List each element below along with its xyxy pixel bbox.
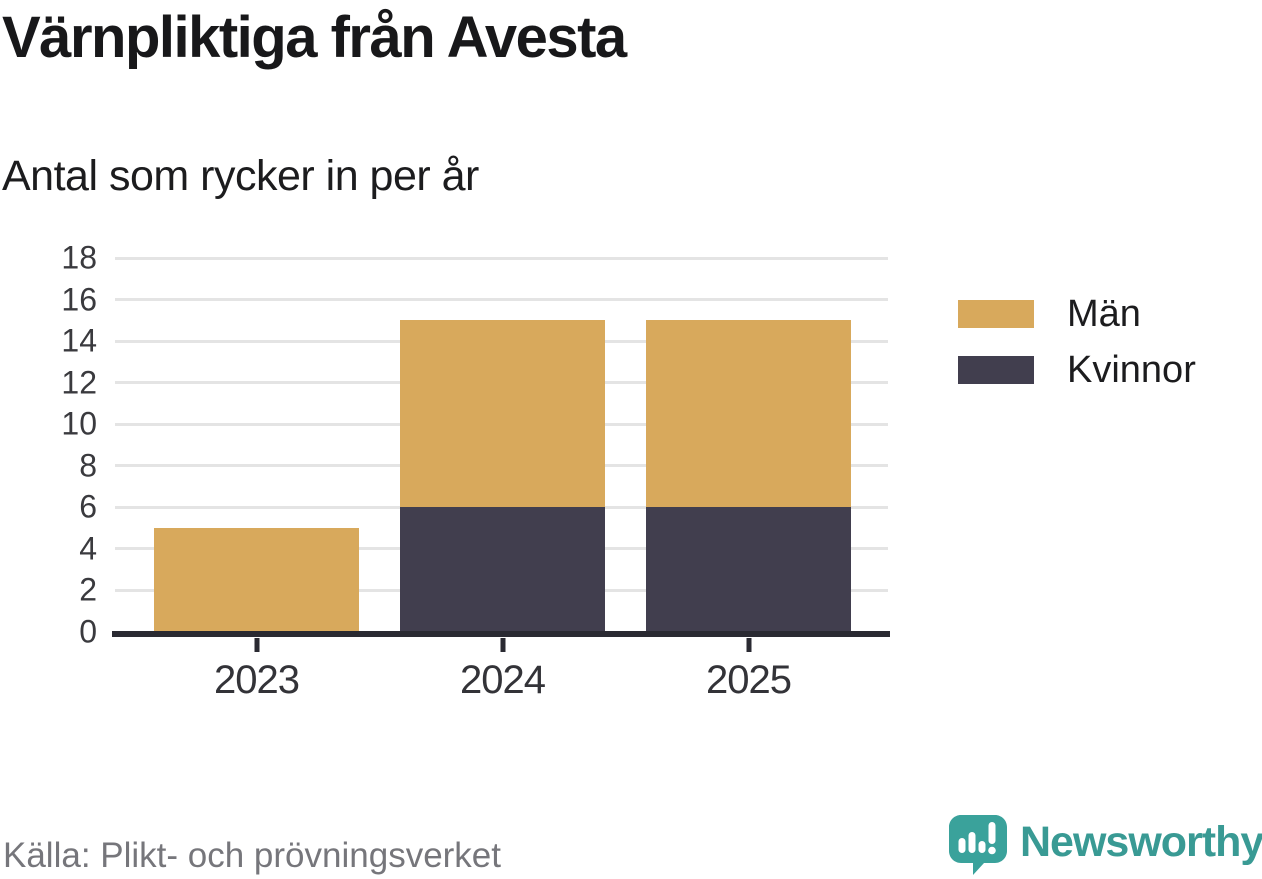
- brand-name: Newsworthy: [1020, 817, 1262, 866]
- x-tick-2024: [500, 638, 505, 652]
- legend: Män Kvinnor: [958, 293, 1196, 405]
- y-tick-label-4: 4: [79, 530, 97, 567]
- gridline-18: [115, 256, 888, 260]
- y-tick-label-6: 6: [79, 488, 97, 525]
- y-tick-label-8: 8: [79, 447, 97, 484]
- bar-segment-män-2023: [154, 528, 359, 632]
- legend-swatch-kvinnor: [958, 356, 1034, 384]
- newsworthy-logo-icon: [949, 815, 1007, 875]
- y-tick-label-18: 18: [61, 239, 97, 276]
- y-tick-label-12: 12: [61, 364, 97, 401]
- bar-2025: [646, 320, 851, 632]
- y-tick-label-10: 10: [61, 405, 97, 442]
- y-tick-label-14: 14: [61, 322, 97, 359]
- legend-item-man: Män: [958, 293, 1196, 335]
- x-tick-2023: [254, 638, 259, 652]
- source-attribution: Källa: Plikt- och prövningsverket: [3, 836, 501, 875]
- y-tick-label-0: 0: [79, 613, 97, 650]
- brand: Newsworthy: [946, 813, 1262, 877]
- legend-label-man: Män: [1067, 292, 1141, 335]
- y-tick-label-2: 2: [79, 571, 97, 608]
- legend-item-kvinnor: Kvinnor: [958, 349, 1196, 391]
- x-tick-label-2023: 2023: [214, 658, 300, 702]
- bar-segment-kvinnor-2024: [400, 507, 605, 632]
- x-axis: 2023 2024 2025: [115, 631, 888, 751]
- bar-segment-kvinnor-2025: [646, 507, 851, 632]
- gridline-16: [115, 298, 888, 302]
- chart-title: Värnpliktiga från Avesta: [2, 5, 627, 70]
- x-axis-line: [112, 631, 890, 637]
- x-tick-label-2025: 2025: [706, 658, 792, 702]
- legend-swatch-man: [958, 300, 1034, 328]
- bar-segment-män-2024: [400, 320, 605, 508]
- legend-label-kvinnor: Kvinnor: [1067, 348, 1196, 391]
- x-tick-label-2024: 2024: [460, 658, 546, 702]
- bar-2023: [154, 528, 359, 632]
- chart-subtitle: Antal som rycker in per år: [2, 152, 479, 200]
- plot-area: [115, 256, 888, 632]
- bar-2024: [400, 320, 605, 632]
- y-tick-label-16: 16: [61, 281, 97, 318]
- y-axis-labels: 0 2 4 6 8 10 12 14 16 18: [0, 240, 97, 650]
- bar-segment-män-2025: [646, 320, 851, 508]
- x-tick-2025: [746, 638, 751, 652]
